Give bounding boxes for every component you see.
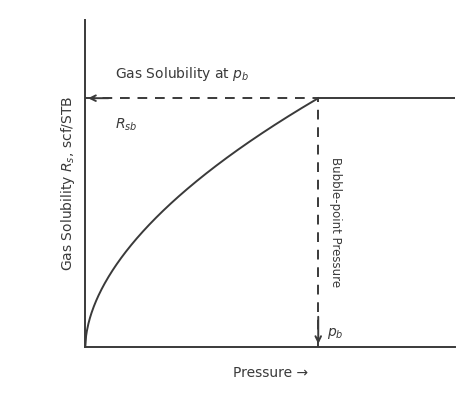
- Text: Bubble-point Pressure: Bubble-point Pressure: [329, 157, 342, 288]
- Text: Pressure →: Pressure →: [233, 366, 308, 380]
- Y-axis label: Gas Solubility $R_s$, scf/STB: Gas Solubility $R_s$, scf/STB: [59, 95, 77, 271]
- Text: $R_{sb}$: $R_{sb}$: [115, 116, 137, 132]
- Text: $p_b$: $p_b$: [328, 326, 344, 341]
- Text: Gas Solubility at $p_b$: Gas Solubility at $p_b$: [115, 65, 249, 84]
